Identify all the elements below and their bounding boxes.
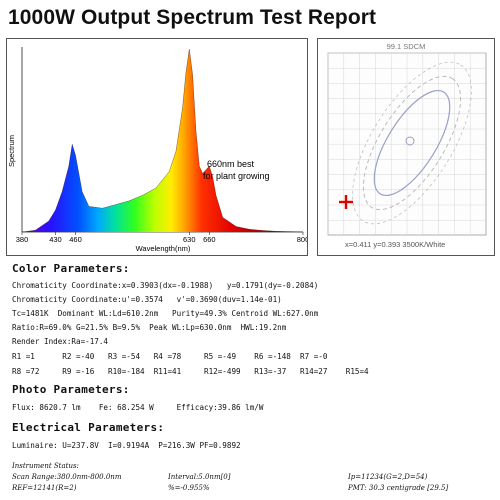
interval: Interval:5.0nm[0] bbox=[168, 473, 231, 481]
report-title: 1000W Output Spectrum Test Report bbox=[8, 6, 377, 29]
ellipse-mid bbox=[362, 75, 462, 211]
annotation-line-2: for plant growing bbox=[203, 171, 270, 181]
scan-range: Scan Range:380.0nm-800.0nm bbox=[12, 473, 122, 481]
spectrum-line bbox=[21, 48, 304, 233]
x-tick-label: 460 bbox=[69, 235, 82, 244]
cie-chart: 99.1 SDCM x=0.411 y=0.393 3500K/White bbox=[327, 42, 487, 249]
x-tick-label: 630 bbox=[183, 235, 196, 244]
color-line-5: Render Index:Ra=-17.4 bbox=[12, 337, 109, 346]
cie-chart-panel: 99.1 SDCM x=0.411 y=0.393 3500K/White bbox=[317, 38, 495, 256]
photo-line-1: Flux: 8620.7 lm Fe: 68.254 W Efficacy:39… bbox=[12, 403, 264, 412]
x-tick-label: 380 bbox=[16, 235, 29, 244]
spectrum-y-axis-label: Spectrum bbox=[7, 135, 16, 167]
instrument-status-label: Instrument Status: bbox=[12, 462, 79, 470]
spectrum-chart: Spectrum 380 430 460 630 660 800 660nm best f… bbox=[7, 47, 309, 253]
cie-readout: x=0.411 y=0.393 3500K/White bbox=[345, 240, 445, 249]
electrical-parameters-header: Electrical Parameters: bbox=[12, 421, 165, 434]
ip-value: Ip=11234(G=2,D=54) bbox=[348, 473, 428, 481]
measured-point-marker bbox=[339, 195, 353, 209]
electrical-line-1: Luminaire: U=237.8V I=0.9194A P=216.3W P… bbox=[12, 441, 241, 450]
color-line-2: Chromaticity Coordinate:u'=0.3574 v'=0.3… bbox=[12, 295, 282, 304]
color-line-3: Tc=1481K Dominant WL:Ld=610.2nm Purity=4… bbox=[12, 309, 319, 318]
annotation-line-1: 660nm best bbox=[207, 159, 255, 169]
color-parameters-header: Color Parameters: bbox=[12, 262, 130, 275]
ref-value: REF=12141(R=2) bbox=[12, 484, 77, 492]
color-line-4: Ratio:R=69.0% G=21.5% B=9.5% Peak WL:Lp=… bbox=[12, 323, 287, 332]
x-tick-label: 800 bbox=[297, 235, 307, 244]
x-tick-label: 660 bbox=[203, 235, 216, 244]
color-line-1: Chromaticity Coordinate:x=0.3903(dx=-0.1… bbox=[12, 281, 319, 290]
x-tick-label: 430 bbox=[49, 235, 62, 244]
photo-parameters-header: Photo Parameters: bbox=[12, 383, 130, 396]
percent-value: %=-0.955% bbox=[168, 484, 210, 492]
spectrum-chart-panel: Spectrum 380 430 460 630 660 800 660nm best f… bbox=[6, 38, 309, 256]
pmt-value: PMT: 30.3 centigrade [29.5] bbox=[348, 484, 449, 492]
color-line-7: R8 =72 R9 =-16 R10=-184 R11=41 R12=-499 … bbox=[12, 367, 369, 376]
target-point bbox=[405, 136, 415, 146]
spectrum-x-axis-label: Wavelength(nm) bbox=[136, 244, 191, 253]
ellipse-inner bbox=[373, 89, 451, 197]
color-line-6: R1 =1 R2 =-40 R3 =-54 R4 =78 R5 =-49 R6 … bbox=[12, 352, 328, 361]
sdcm-label: 99.1 SDCM bbox=[387, 42, 426, 51]
spectrum-area bbox=[22, 49, 303, 232]
